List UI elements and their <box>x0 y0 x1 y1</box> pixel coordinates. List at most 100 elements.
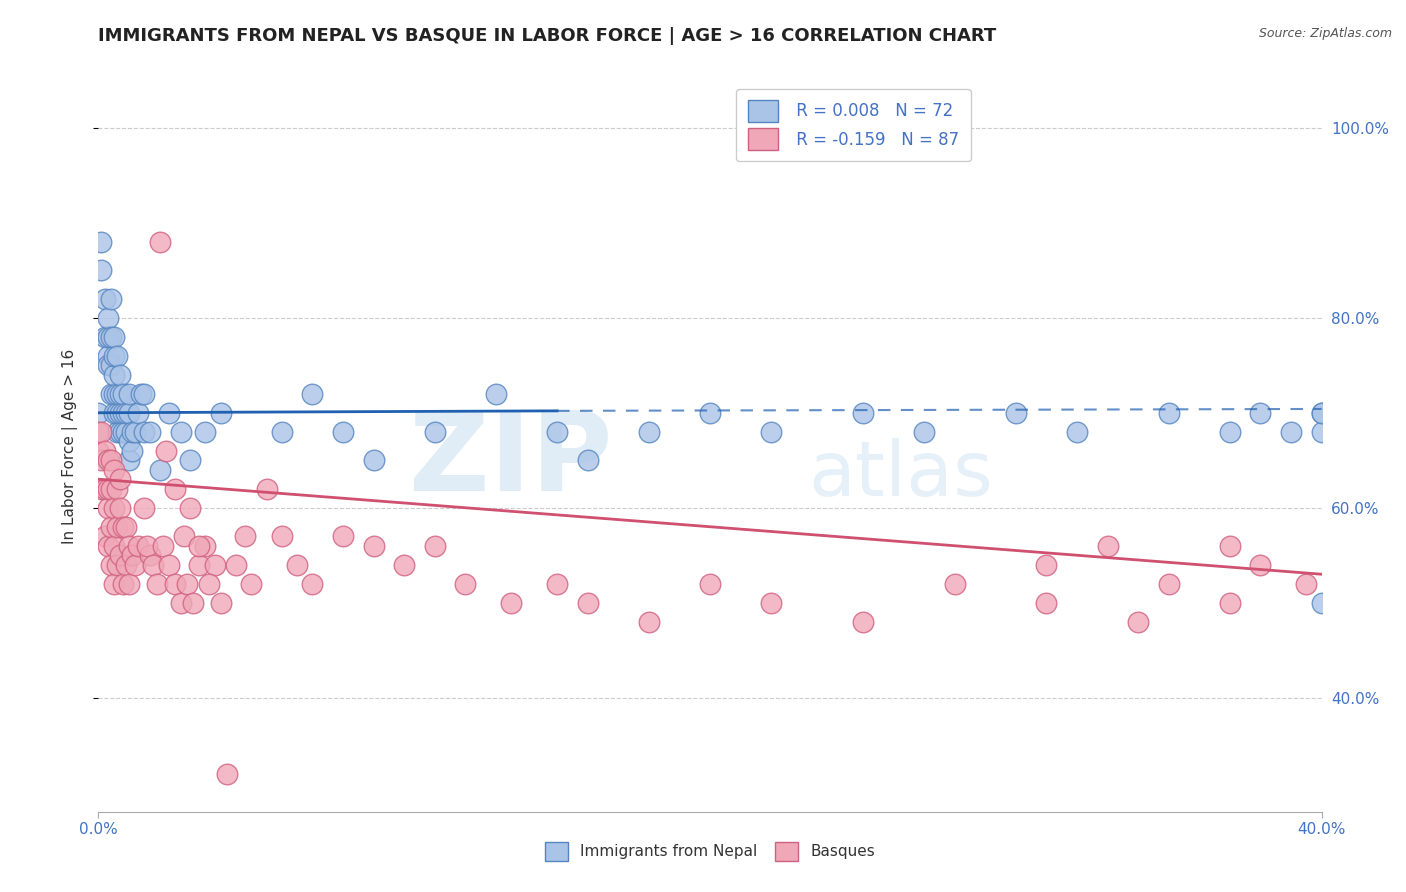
Point <box>699 576 721 591</box>
Point <box>1219 425 1241 439</box>
Point <box>157 406 180 420</box>
Point <box>97 349 120 363</box>
Point <box>121 443 143 458</box>
Point <box>1310 406 1333 420</box>
Point <box>301 386 323 401</box>
Point <box>301 576 323 591</box>
Point <box>423 425 446 439</box>
Point <box>108 548 131 562</box>
Point <box>87 406 110 420</box>
Point <box>97 330 120 344</box>
Point <box>1279 425 1302 439</box>
Point <box>170 425 193 439</box>
Point <box>124 425 146 439</box>
Point <box>100 520 122 534</box>
Point <box>1066 425 1088 439</box>
Point <box>179 500 201 515</box>
Y-axis label: In Labor Force | Age > 16: In Labor Force | Age > 16 <box>62 349 77 543</box>
Point <box>1249 406 1271 420</box>
Point <box>699 406 721 420</box>
Point <box>93 292 115 306</box>
Point <box>1157 406 1180 420</box>
Point <box>105 425 128 439</box>
Point <box>87 425 110 439</box>
Point <box>152 539 174 553</box>
Point <box>103 539 125 553</box>
Point <box>1310 425 1333 439</box>
Point <box>759 425 782 439</box>
Point <box>118 453 141 467</box>
Point <box>225 558 247 572</box>
Point <box>127 406 149 420</box>
Point <box>118 576 141 591</box>
Point <box>176 576 198 591</box>
Point <box>115 558 138 572</box>
Point <box>90 235 112 249</box>
Point <box>209 596 232 610</box>
Point <box>90 425 112 439</box>
Point <box>97 358 120 372</box>
Point <box>97 453 120 467</box>
Point <box>115 425 138 439</box>
Point <box>103 463 125 477</box>
Point <box>423 539 446 553</box>
Point <box>97 310 120 325</box>
Point <box>134 500 156 515</box>
Point <box>90 482 112 496</box>
Point <box>93 482 115 496</box>
Point <box>332 425 354 439</box>
Point <box>194 425 217 439</box>
Point <box>127 539 149 553</box>
Point <box>139 425 162 439</box>
Point <box>501 596 523 610</box>
Point <box>124 558 146 572</box>
Point <box>103 330 125 344</box>
Point <box>1310 406 1333 420</box>
Point <box>108 472 131 486</box>
Point <box>759 596 782 610</box>
Text: ZIP: ZIP <box>409 407 612 514</box>
Point <box>111 406 134 420</box>
Point <box>108 406 131 420</box>
Point <box>90 453 112 467</box>
Point <box>546 425 568 439</box>
Point <box>121 425 143 439</box>
Point <box>233 529 256 543</box>
Point <box>129 386 152 401</box>
Text: atlas: atlas <box>808 438 993 512</box>
Point <box>103 576 125 591</box>
Point <box>1128 615 1150 629</box>
Point <box>108 425 131 439</box>
Point <box>103 386 125 401</box>
Point <box>149 235 172 249</box>
Point <box>93 330 115 344</box>
Point <box>240 576 263 591</box>
Point <box>155 443 177 458</box>
Point <box>103 349 125 363</box>
Point <box>108 386 131 401</box>
Legend: Immigrants from Nepal, Basques: Immigrants from Nepal, Basques <box>536 833 884 870</box>
Point <box>93 529 115 543</box>
Point <box>105 349 128 363</box>
Point <box>118 386 141 401</box>
Point <box>1157 576 1180 591</box>
Point <box>103 500 125 515</box>
Point <box>100 558 122 572</box>
Point <box>134 386 156 401</box>
Point <box>93 443 115 458</box>
Point <box>163 576 186 591</box>
Point <box>103 368 125 382</box>
Point <box>121 548 143 562</box>
Point <box>852 615 875 629</box>
Point <box>546 576 568 591</box>
Point <box>139 548 162 562</box>
Point <box>485 386 508 401</box>
Point <box>1035 558 1057 572</box>
Point <box>118 406 141 420</box>
Point <box>111 520 134 534</box>
Point <box>1097 539 1119 553</box>
Point <box>100 453 122 467</box>
Point <box>181 596 204 610</box>
Point <box>149 463 172 477</box>
Point <box>105 520 128 534</box>
